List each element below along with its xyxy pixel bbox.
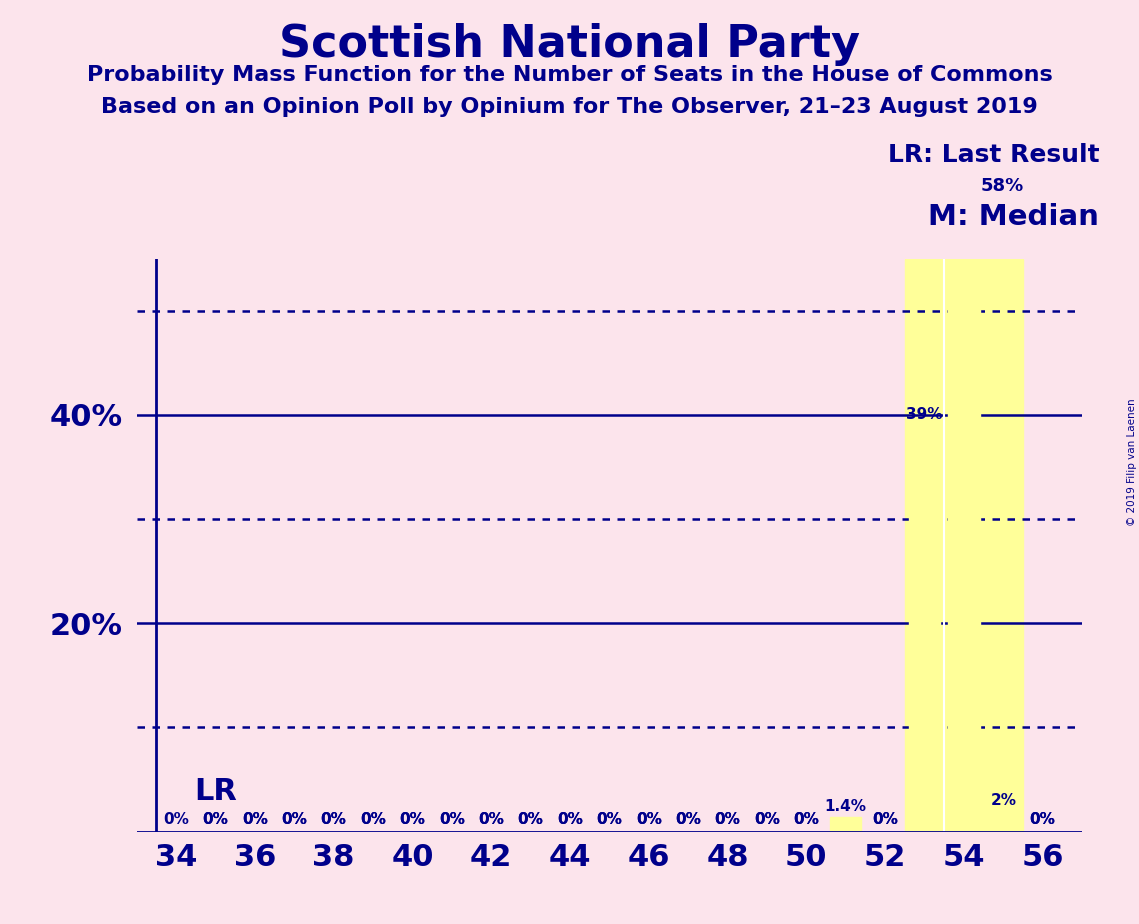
Text: 0%: 0% xyxy=(517,812,543,827)
Text: 0%: 0% xyxy=(754,812,780,827)
Text: 0%: 0% xyxy=(203,812,229,827)
Text: LR: LR xyxy=(194,776,237,806)
Text: M: Median: M: Median xyxy=(928,203,1099,231)
Text: LR: Last Result: LR: Last Result xyxy=(887,143,1099,167)
Text: 0%: 0% xyxy=(281,812,308,827)
Text: 2%: 2% xyxy=(990,793,1016,808)
Text: Probability Mass Function for the Number of Seats in the House of Commons: Probability Mass Function for the Number… xyxy=(87,65,1052,85)
Text: 0%: 0% xyxy=(241,812,268,827)
Text: 0%: 0% xyxy=(360,812,386,827)
Text: 0%: 0% xyxy=(872,812,898,827)
Text: 39%: 39% xyxy=(907,407,943,422)
Text: 0%: 0% xyxy=(675,812,702,827)
Bar xyxy=(904,259,1023,832)
Text: 0%: 0% xyxy=(478,812,505,827)
Text: 58%: 58% xyxy=(981,177,1024,195)
Text: 0%: 0% xyxy=(597,812,622,827)
Text: 0%: 0% xyxy=(714,812,740,827)
Text: 0%: 0% xyxy=(675,812,702,827)
Text: 0%: 0% xyxy=(400,812,425,827)
Text: 0%: 0% xyxy=(794,812,819,827)
Bar xyxy=(830,817,861,832)
Text: 0%: 0% xyxy=(439,812,465,827)
Text: 0%: 0% xyxy=(636,812,662,827)
Text: M: M xyxy=(942,568,986,612)
Text: 0%: 0% xyxy=(439,812,465,827)
Text: 0%: 0% xyxy=(163,812,189,827)
Text: 0%: 0% xyxy=(478,812,505,827)
Text: 0%: 0% xyxy=(1030,812,1056,827)
Text: 0%: 0% xyxy=(636,812,662,827)
Text: 0%: 0% xyxy=(557,812,583,827)
Text: 0%: 0% xyxy=(794,812,819,827)
Text: Based on an Opinion Poll by Opinium for The Observer, 21–23 August 2019: Based on an Opinion Poll by Opinium for … xyxy=(101,97,1038,117)
Text: Scottish National Party: Scottish National Party xyxy=(279,23,860,67)
Text: 0%: 0% xyxy=(557,812,583,827)
Text: 0%: 0% xyxy=(321,812,346,827)
Text: 0%: 0% xyxy=(241,812,268,827)
Text: 0%: 0% xyxy=(714,812,740,827)
Text: © 2019 Filip van Laenen: © 2019 Filip van Laenen xyxy=(1126,398,1137,526)
Text: 0%: 0% xyxy=(321,812,346,827)
Text: 0%: 0% xyxy=(517,812,543,827)
Text: 0%: 0% xyxy=(872,812,898,827)
Text: 0%: 0% xyxy=(360,812,386,827)
Text: 0%: 0% xyxy=(1030,812,1056,827)
Text: 0%: 0% xyxy=(281,812,308,827)
Text: 0%: 0% xyxy=(754,812,780,827)
Text: 0%: 0% xyxy=(597,812,622,827)
Bar xyxy=(988,810,1019,832)
Bar xyxy=(948,227,980,832)
Text: 1.4%: 1.4% xyxy=(825,799,867,814)
Text: 0%: 0% xyxy=(400,812,425,827)
Text: 0%: 0% xyxy=(203,812,229,827)
Bar xyxy=(909,425,940,832)
